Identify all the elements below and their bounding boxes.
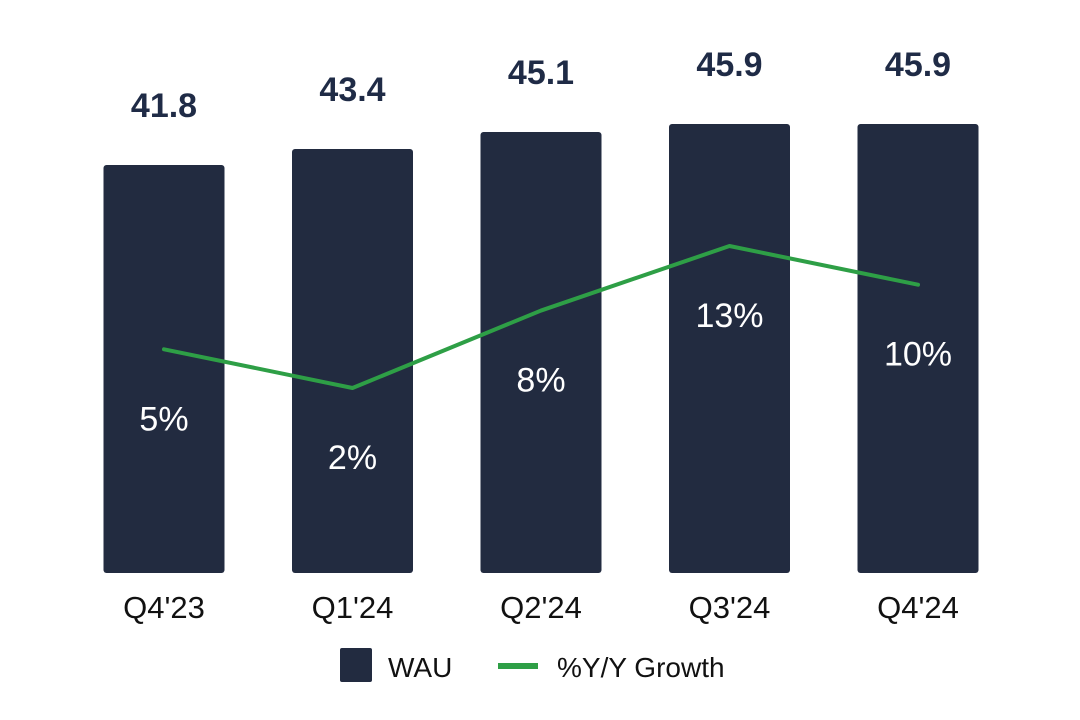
x-tick-label: Q4'24 bbox=[877, 590, 959, 625]
bar-value-label: 45.9 bbox=[696, 46, 762, 84]
growth-point-2 bbox=[352, 387, 353, 389]
legend-label-wau: WAU bbox=[388, 652, 452, 683]
growth-point-3 bbox=[540, 310, 542, 312]
growth-line-layer bbox=[162, 244, 920, 390]
x-tick-label: Q3'24 bbox=[689, 590, 771, 625]
growth-value-label: 13% bbox=[695, 297, 763, 335]
growth-value-label: 10% bbox=[884, 336, 952, 374]
legend-label-growth: %Y/Y Growth bbox=[557, 652, 725, 683]
x-tick-label: Q1'24 bbox=[312, 590, 394, 625]
x-tick-label: Q2'24 bbox=[500, 590, 582, 625]
growth-value-label: 2% bbox=[328, 439, 377, 477]
bar-3 bbox=[480, 132, 602, 573]
legend-swatch-wau bbox=[340, 648, 372, 682]
growth-point-4 bbox=[729, 245, 730, 247]
bar-value-label: 45.9 bbox=[885, 46, 951, 84]
growth-value-label: 5% bbox=[139, 400, 188, 438]
growth-point-5 bbox=[917, 284, 919, 286]
bar-value-label: 41.8 bbox=[131, 87, 197, 125]
bar-1 bbox=[103, 165, 225, 573]
bar-2 bbox=[292, 149, 413, 573]
legend: WAU %Y/Y Growth bbox=[340, 648, 725, 683]
growth-point-1 bbox=[163, 348, 165, 350]
bar-4 bbox=[669, 124, 790, 573]
bar-value-label: 45.1 bbox=[508, 54, 574, 92]
bar-value-label: 43.4 bbox=[319, 71, 385, 109]
bar-5 bbox=[857, 124, 979, 573]
bars-layer bbox=[103, 124, 979, 573]
labels-layer: 41.8 Q4'23 43.4 Q1'24 45.1 Q2'24 45.9 Q3'24 45.9… bbox=[123, 46, 959, 625]
x-tick-label: Q4'23 bbox=[123, 590, 205, 625]
growth-value-label: 8% bbox=[516, 362, 565, 400]
